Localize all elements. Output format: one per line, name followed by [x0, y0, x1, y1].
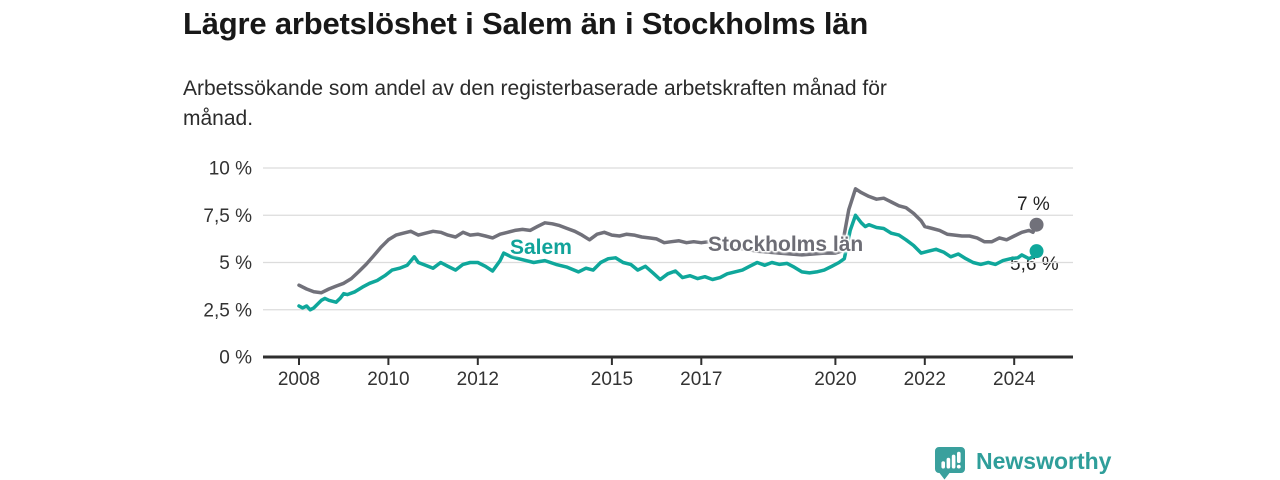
series-label-salem: Salem [510, 236, 572, 259]
series-label-stockholms-lan: Stockholms län [708, 233, 864, 256]
value-annotation-salem: 5,6 % [1010, 254, 1059, 275]
value-annotation-stockholm: 7 % [1017, 194, 1050, 215]
series-line-salem [297, 213, 1039, 312]
y-tick-label: 2,5 % [203, 300, 252, 321]
x-tick-label-2008: 2008 [278, 369, 320, 390]
y-tick-label: 7,5 % [203, 206, 252, 227]
newsworthy-brand-name: Newsworthy [976, 447, 1112, 474]
x-tick-label-2012: 2012 [457, 369, 499, 390]
series-end-dot-stockholms-län [1029, 217, 1044, 232]
chart-title: Lägre arbetslöshet i Salem än i Stockhol… [183, 6, 869, 41]
y-tick-label: 10 % [209, 159, 252, 180]
x-tick-label-2015: 2015 [591, 369, 633, 390]
bar-chart-logo-icon [935, 447, 965, 480]
newsworthy-logo: Newsworthy [934, 445, 1111, 480]
chart-subtitle: Arbetssökande som andel av den registerb… [183, 77, 887, 131]
series-line-stockholms-län [297, 187, 1039, 295]
x-tick-label-2020: 2020 [814, 369, 856, 390]
y-tick-label: 0 % [219, 348, 252, 369]
y-tick-label: 5 % [219, 253, 252, 274]
x-tick-label-2024: 2024 [993, 369, 1036, 390]
x-tick-label-2022: 2022 [904, 369, 946, 390]
x-tick-label-2010: 2010 [367, 369, 409, 390]
series-end-dot-salem [1029, 244, 1044, 259]
x-tick-label-2017: 2017 [680, 369, 722, 390]
